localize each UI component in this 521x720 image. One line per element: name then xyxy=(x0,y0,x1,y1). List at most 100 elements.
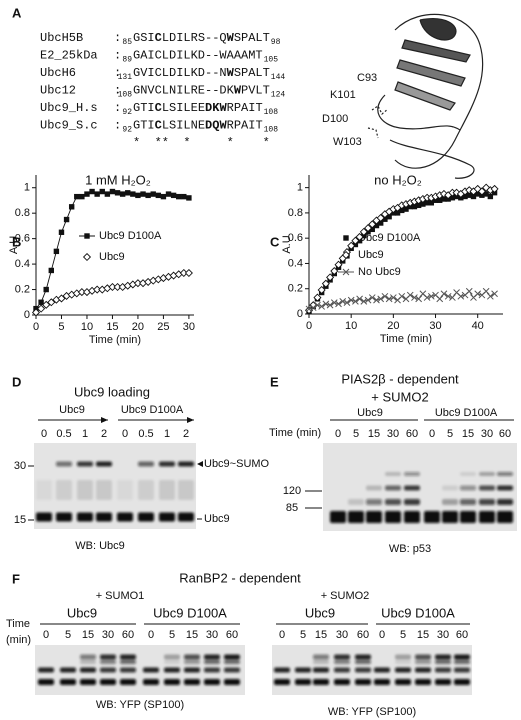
lane-label: 30 xyxy=(387,428,399,440)
lane-label: 1 xyxy=(82,428,88,440)
marker-x xyxy=(326,301,334,309)
gel-band xyxy=(117,512,133,522)
marker-x xyxy=(457,292,465,300)
x-tick-label: 25 xyxy=(157,321,169,333)
gel-band xyxy=(164,654,180,660)
marker-square xyxy=(415,202,422,209)
sequence-segment: GAICLDILKD--WAAAMT xyxy=(133,49,263,63)
marker-square xyxy=(43,286,49,293)
band-label: Ubc9~SUMO xyxy=(204,458,270,470)
gel-band xyxy=(442,511,458,523)
ribbon xyxy=(394,13,484,169)
sequence-segment: W xyxy=(227,31,235,45)
gel-bands xyxy=(36,461,194,522)
marker-diamond xyxy=(37,304,46,313)
y-tick-label: 1 xyxy=(24,182,30,194)
legend-label: Ubc9 D100A xyxy=(358,232,421,244)
mw-marker: 85 xyxy=(286,502,298,514)
marker-diamond xyxy=(482,183,491,192)
x-axis-label: Time (min) xyxy=(380,333,432,345)
gel-band xyxy=(366,485,382,491)
marker-diamond xyxy=(57,294,66,303)
y-tick-label: 0.2 xyxy=(15,283,30,295)
marker-square xyxy=(48,267,54,274)
gel-band xyxy=(100,660,116,664)
gel-band xyxy=(96,461,112,467)
start-residue: 89 xyxy=(122,56,132,65)
gel-band xyxy=(395,654,411,660)
panel-label: C xyxy=(270,234,280,249)
gel-band xyxy=(204,667,220,673)
gel-band xyxy=(178,512,194,522)
marker-x xyxy=(330,299,338,306)
marker-x xyxy=(444,292,452,300)
blot-label: WB: YFP (SP100) xyxy=(328,706,416,718)
gel-band xyxy=(424,511,440,523)
marker-diamond xyxy=(477,187,486,196)
gel-band xyxy=(60,667,76,673)
sequence-segment: W xyxy=(219,101,227,115)
chart-title: no H₂O₂ xyxy=(374,172,422,187)
marker-x xyxy=(486,292,494,300)
separator: : xyxy=(114,66,121,80)
gel-band xyxy=(96,512,112,522)
lane-label: 5 xyxy=(447,428,453,440)
gel-band xyxy=(159,480,175,500)
marker-diamond xyxy=(465,186,474,195)
y-axis-label: A.U xyxy=(281,235,293,253)
y-tick-label: 0.8 xyxy=(288,207,303,219)
gel-band xyxy=(138,512,154,522)
gel-band xyxy=(334,660,350,664)
marker-diamond xyxy=(184,268,193,278)
marker-square xyxy=(68,204,75,210)
marker-square xyxy=(165,191,172,197)
gel-band xyxy=(442,485,458,491)
gel-band xyxy=(77,461,93,467)
protein-name: Ubc9_H.s xyxy=(40,101,98,115)
marker-square xyxy=(155,192,162,199)
marker-diamond xyxy=(47,298,56,307)
gel-band xyxy=(479,485,495,491)
lane-label: 2 xyxy=(183,428,189,440)
marker-square xyxy=(399,207,405,214)
marker-x xyxy=(314,301,321,309)
gel-bands xyxy=(330,472,513,523)
x-tick-label: 30 xyxy=(429,320,441,332)
lane-label: 15 xyxy=(315,629,327,641)
gel-band xyxy=(184,654,200,660)
side-chain xyxy=(371,105,389,115)
marker-x xyxy=(335,300,342,308)
sequence: GSICLDILRS--QWSPALT xyxy=(133,31,270,45)
gel-band xyxy=(454,654,470,660)
gel-band xyxy=(497,485,513,491)
marker-square xyxy=(176,193,182,200)
x-axis-label: Time (min) xyxy=(89,334,141,346)
marker-square xyxy=(394,210,401,216)
sequence: GTICLSILNEDQWRPAIT xyxy=(133,119,263,133)
marker-x xyxy=(318,303,326,310)
gel-band xyxy=(313,654,329,660)
marker-square xyxy=(150,191,156,197)
x-tick-label: 40 xyxy=(472,320,484,332)
side-chain xyxy=(367,127,379,139)
arrow-head xyxy=(187,417,194,423)
panel-label: F xyxy=(12,571,20,586)
x-tick-label: 10 xyxy=(345,320,357,332)
marker-x xyxy=(381,292,389,300)
gel-band xyxy=(497,511,513,523)
lane-label: 0 xyxy=(43,629,49,641)
marker-square xyxy=(466,192,472,198)
group-label: Ubc9 D100A xyxy=(381,605,455,620)
marker-diamond xyxy=(42,300,51,309)
marker-square xyxy=(186,195,192,201)
lane-label: 0 xyxy=(148,629,154,641)
sequence-segment: PVLT xyxy=(241,84,270,98)
gel-band xyxy=(454,667,470,673)
protein-name: E2_25kDa xyxy=(40,49,98,63)
marker-x xyxy=(423,294,431,301)
marker-x xyxy=(373,296,380,304)
marker-square xyxy=(94,191,100,197)
marker-square xyxy=(84,191,90,197)
gel-band xyxy=(56,480,72,500)
gel-band xyxy=(164,679,180,685)
